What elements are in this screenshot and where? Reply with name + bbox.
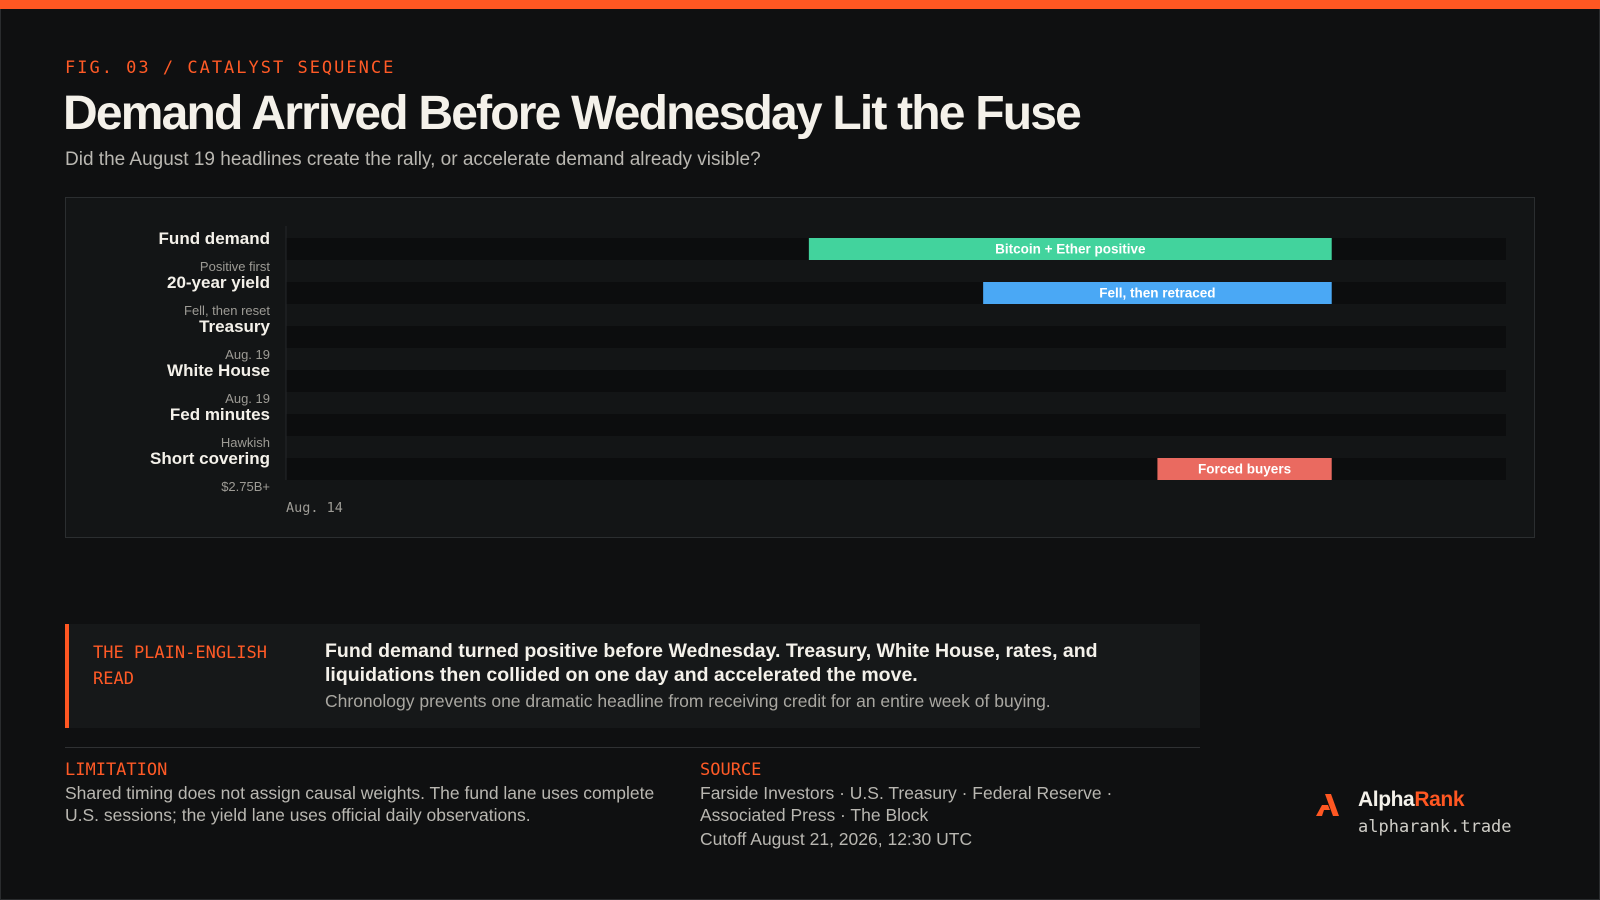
timeline-chart-panel: Bitcoin + Ether positive Fund demand Posit… bbox=[65, 197, 1535, 538]
x-tick-label: Aug. 14 bbox=[286, 500, 343, 516]
limitation-text: Shared timing does not assign causal wei… bbox=[65, 783, 655, 825]
alpharank-logo-icon bbox=[1316, 794, 1339, 816]
callout-main-text: Fund demand turned positive before Wedne… bbox=[325, 640, 1098, 686]
row-track bbox=[286, 326, 1506, 348]
page-title: Demand Arrived Before Wednesday Lit the … bbox=[63, 87, 1082, 140]
row-track bbox=[286, 414, 1506, 436]
bar-data-label: Fell, then retraced bbox=[1099, 286, 1215, 301]
timeline-chart: Bitcoin + Ether positive Fund demand Posit… bbox=[150, 226, 1506, 516]
brand-name: AlphaRank bbox=[1358, 788, 1465, 811]
source-heading: SOURCE bbox=[700, 760, 762, 780]
timeline-bar bbox=[1157, 458, 1332, 480]
callout-label: THE PLAIN-ENGLISH READ bbox=[93, 643, 267, 689]
footer-divider bbox=[65, 747, 1200, 748]
callout-sub-text: Chronology prevents one dramatic headlin… bbox=[325, 691, 1051, 711]
limitation-heading: LIMITATION bbox=[65, 760, 168, 780]
row-note: Aug. 19 bbox=[225, 391, 270, 406]
timeline-bar bbox=[808, 238, 1332, 260]
row-label: Fed minutes bbox=[170, 405, 270, 424]
row-track bbox=[286, 370, 1506, 392]
row-label: Fund demand bbox=[159, 229, 270, 248]
figure-eyebrow: FIG. 03 / CATALYST SEQUENCE bbox=[65, 58, 396, 78]
timeline-bar bbox=[983, 282, 1332, 304]
page-subtitle: Did the August 19 headlines create the r… bbox=[65, 149, 761, 170]
bar-data-label: Bitcoin + Ether positive bbox=[995, 242, 1146, 257]
source-text: Farside Investors · U.S. Treasury · Fede… bbox=[700, 783, 1113, 825]
row-label: Treasury bbox=[199, 317, 270, 336]
accent-top-bar bbox=[0, 0, 1600, 9]
row-note: Positive first bbox=[200, 259, 270, 274]
row-note: Hawkish bbox=[221, 435, 270, 450]
row-label: White House bbox=[167, 361, 270, 380]
row-note: Aug. 19 bbox=[225, 347, 270, 362]
brand-url: alpharank.trade bbox=[1358, 817, 1512, 837]
row-label: Short covering bbox=[150, 449, 270, 468]
row-note: Fell, then reset bbox=[184, 303, 270, 318]
plain-english-callout: THE PLAIN-ENGLISH READ Fund demand turne… bbox=[65, 624, 1200, 728]
row-label: 20-year yield bbox=[167, 273, 270, 292]
bar-data-label: Forced buyers bbox=[1198, 462, 1291, 477]
row-note: $2.75B+ bbox=[221, 479, 270, 494]
cutoff-text: Cutoff August 21, 2026, 12:30 UTC bbox=[700, 829, 973, 849]
